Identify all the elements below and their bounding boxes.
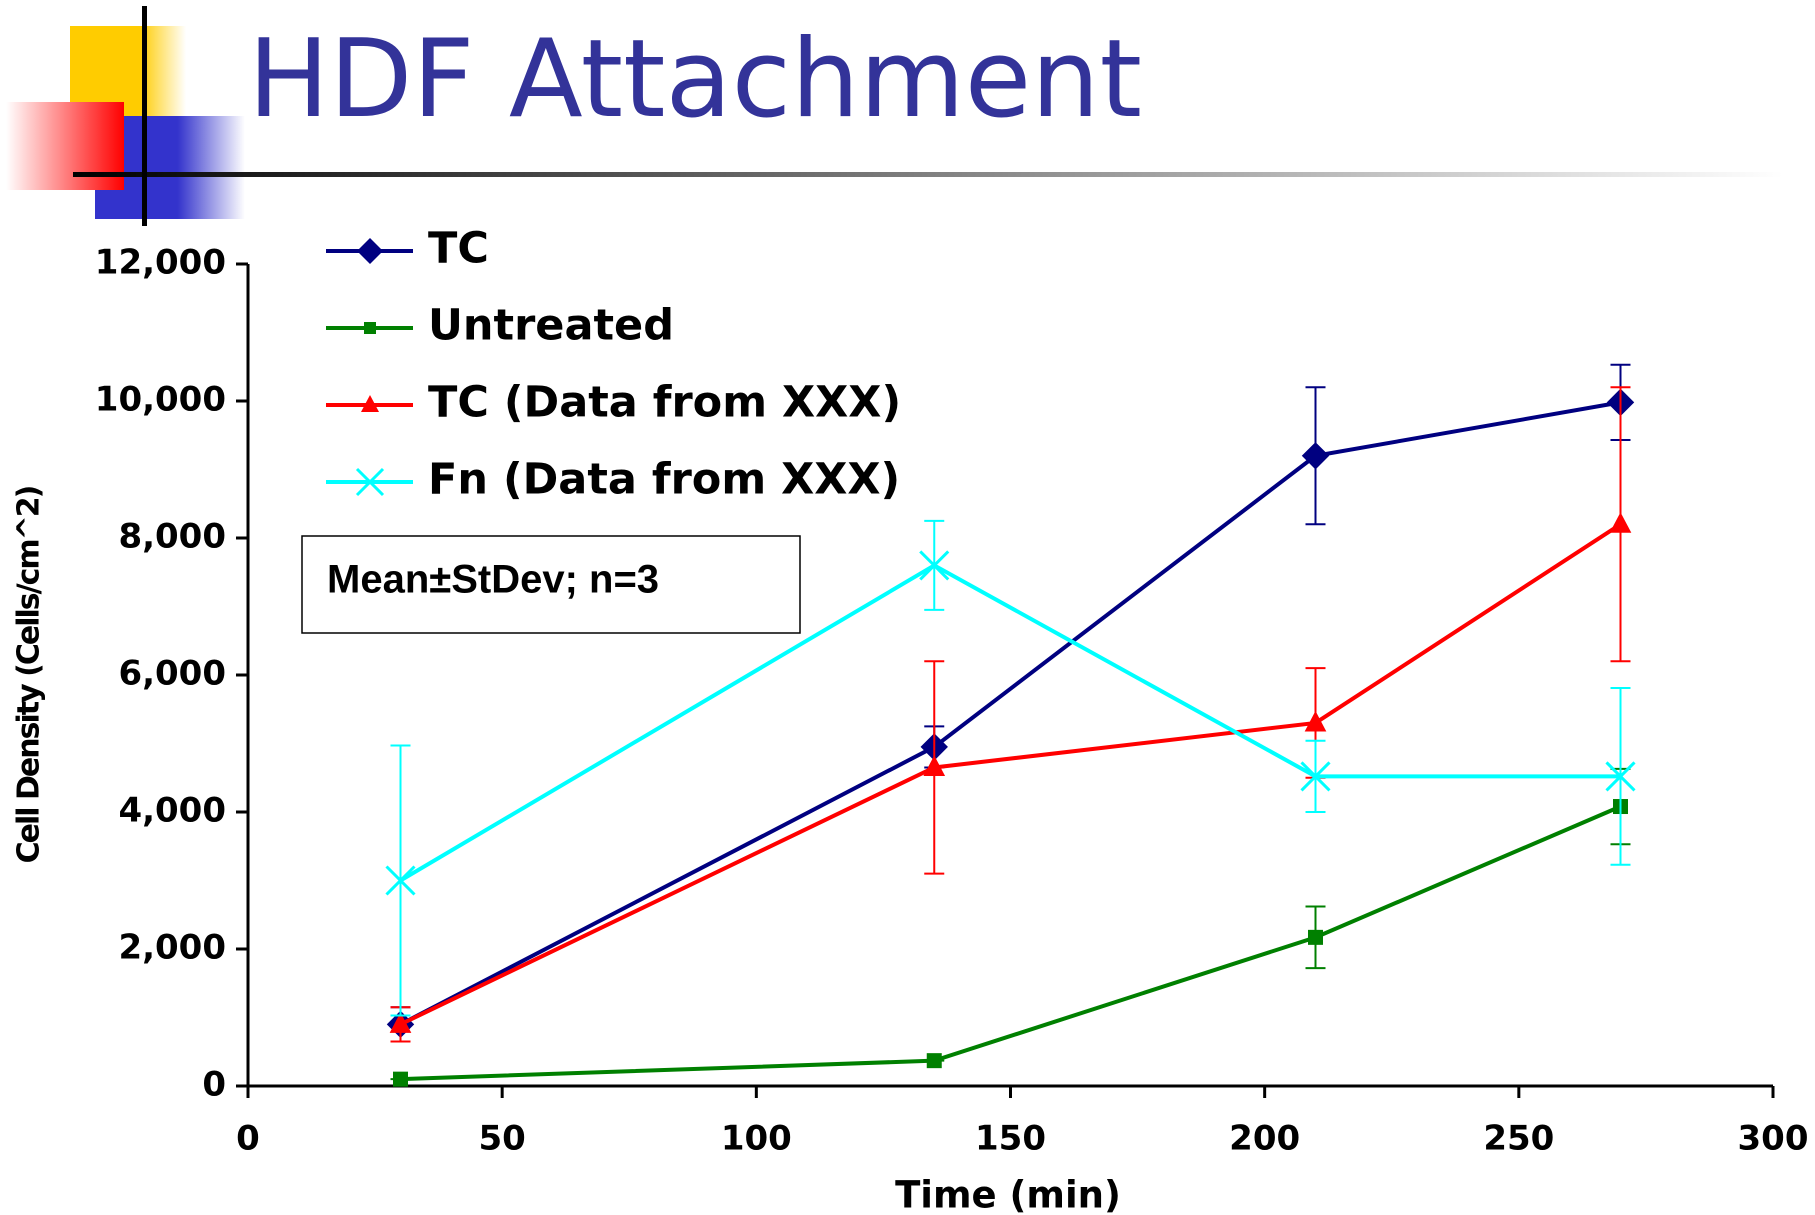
series-line — [399, 400, 1621, 1027]
marker — [919, 550, 950, 581]
marker — [1304, 710, 1327, 732]
legend-label: Fn (Data from XXX) — [428, 455, 900, 505]
legend-symbol — [361, 395, 379, 412]
marker — [1301, 442, 1330, 470]
x-tick-label: 0 — [236, 1119, 260, 1159]
marker — [389, 1012, 412, 1033]
marker — [1605, 761, 1636, 792]
marker — [923, 755, 946, 776]
x-tick-label: 50 — [479, 1119, 526, 1159]
y-tick-label: 12,000 — [95, 243, 226, 283]
marker — [1300, 761, 1331, 792]
x-tick-label: 100 — [721, 1119, 792, 1159]
annotation-box — [301, 535, 801, 634]
marker — [926, 1053, 942, 1069]
title: HDF Attachment — [248, 17, 1142, 142]
legend-symbol — [357, 238, 383, 264]
legend-marker — [357, 238, 383, 264]
marker — [1609, 512, 1632, 533]
y-tick-label: 10,000 — [95, 380, 226, 420]
x-tick-label: 250 — [1483, 1119, 1554, 1159]
y-tick-label: 8,000 — [118, 517, 226, 557]
y-tick-label: 6,000 — [118, 654, 226, 694]
legend-marker — [361, 395, 379, 412]
marker — [1308, 929, 1323, 945]
legend-marker — [355, 467, 385, 497]
x-tick-label: 300 — [1738, 1119, 1809, 1159]
marker — [393, 1071, 408, 1087]
legend-symbol — [364, 322, 376, 334]
x-axis-label: Time (min) — [895, 1174, 1121, 1215]
y-axis-label: Cell Density (Cells/cm^2) — [12, 486, 47, 863]
legend-label: Untreated — [428, 301, 674, 351]
y-tick-label: 2,000 — [118, 928, 226, 968]
y-tick-label: 0 — [202, 1065, 226, 1105]
marker — [385, 865, 416, 896]
x-tick-label: 150 — [975, 1119, 1046, 1159]
decoration — [6, 6, 1783, 226]
annotation: Mean±StDev; n=3 — [327, 558, 659, 602]
legend-marker — [364, 322, 376, 334]
series-line — [400, 804, 1622, 1082]
series-line — [399, 522, 1622, 1027]
legend-label: TC — [428, 224, 489, 274]
legend-label: TC (Data from XXX) — [428, 378, 901, 428]
series-line — [399, 563, 1621, 883]
legend-symbol — [355, 467, 385, 497]
y-tick-label: 4,000 — [118, 791, 226, 831]
x-tick-label: 200 — [1229, 1119, 1300, 1159]
